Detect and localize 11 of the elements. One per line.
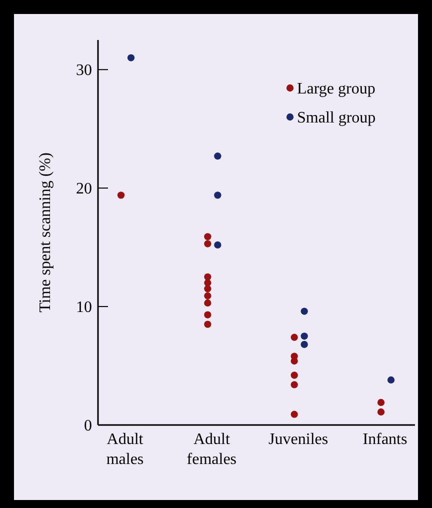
x-tick-label: Adult males bbox=[106, 431, 144, 468]
y-tick-label: 30 bbox=[76, 62, 92, 80]
x-tick-label: Adult females bbox=[186, 431, 237, 468]
y-axis-title: Time spent scanning (%) bbox=[37, 152, 54, 312]
legend-label: Small group bbox=[297, 110, 376, 127]
y-tick-label: 10 bbox=[76, 299, 92, 316]
legend-label: Large group bbox=[297, 80, 376, 98]
x-tick-label: Juveniles bbox=[268, 431, 328, 448]
y-tick-label: 0 bbox=[84, 418, 92, 435]
x-tick-label: Infants bbox=[362, 431, 408, 448]
y-tick-label: 20 bbox=[76, 180, 92, 198]
